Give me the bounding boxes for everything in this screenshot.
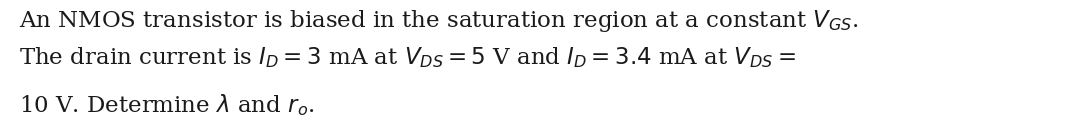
Text: 10 V. Determine $\lambda$ and $r_o$.: 10 V. Determine $\lambda$ and $r_o$. [19,92,315,118]
Text: An NMOS transistor is biased in the saturation region at a constant $V_{GS}$.: An NMOS transistor is biased in the satu… [19,8,859,34]
Text: The drain current is $I_D = 3$ mA at $V_{DS} = 5$ V and $I_D = 3.4$ mA at $V_{DS: The drain current is $I_D = 3$ mA at $V_… [19,46,796,70]
